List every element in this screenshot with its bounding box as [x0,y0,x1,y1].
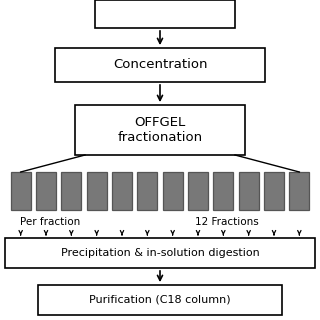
Bar [163,172,182,210]
Bar [87,172,107,210]
Bar [239,172,259,210]
Bar [55,48,265,82]
Bar [112,172,132,210]
Bar [213,172,233,210]
Text: Precipitation & in-solution digestion: Precipitation & in-solution digestion [60,248,260,258]
Text: 12 Fractions: 12 Fractions [196,217,259,227]
Bar [11,172,30,210]
Bar [5,238,315,268]
Bar [138,172,157,210]
Text: Concentration: Concentration [113,59,207,71]
Bar [290,172,309,210]
Text: OFFGEL
fractionation: OFFGEL fractionation [117,116,203,144]
Text: Per fraction: Per fraction [20,217,80,227]
Bar [188,172,208,210]
Bar [36,172,56,210]
Bar [38,285,282,315]
Text: Purification (C18 column): Purification (C18 column) [89,295,231,305]
Bar [264,172,284,210]
Bar [95,0,235,28]
Bar [61,172,81,210]
Bar [75,105,245,155]
